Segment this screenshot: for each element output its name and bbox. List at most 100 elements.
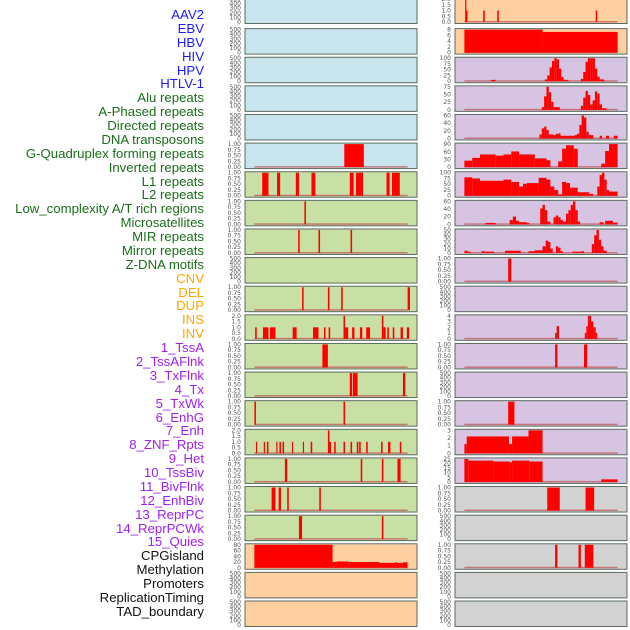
data-bar <box>254 401 256 425</box>
y-tick-label: 300 <box>230 36 242 43</box>
data-bar <box>555 544 558 568</box>
y-tick-label: 75 <box>443 175 451 182</box>
y-tick-label: 0.75 <box>438 548 452 555</box>
y-tick-label: 1.00 <box>228 341 242 348</box>
data-bar <box>381 315 384 339</box>
y-tick-label: 1.0 <box>231 439 241 446</box>
track-label: CPGisland <box>140 548 204 564</box>
y-tick-label: 1.0 <box>231 324 241 331</box>
data-bar <box>336 561 349 568</box>
data-bar <box>586 326 588 339</box>
track-panel <box>454 486 628 513</box>
y-tick-label: 40 <box>443 232 451 239</box>
baseline <box>254 366 408 368</box>
data-bar <box>583 72 586 82</box>
data-bar <box>509 220 513 225</box>
data-bar <box>310 441 313 454</box>
track-label: G-Quadruplex forming repeats <box>25 145 204 161</box>
data-bar <box>322 344 328 368</box>
y-tick-label: 100 <box>440 303 452 310</box>
track-panel <box>244 113 418 141</box>
data-bar <box>528 430 543 454</box>
baseline <box>464 280 618 283</box>
y-tick-label: 0.25 <box>228 473 242 480</box>
data-bar <box>319 487 321 511</box>
track-label: HTLV-1 <box>160 76 204 92</box>
y-tick-label: 0.50 <box>228 382 242 389</box>
track-label: Mirror repeats <box>121 242 204 258</box>
y-tick-label: 1.00 <box>438 485 452 492</box>
data-bar <box>612 222 618 225</box>
data-bar <box>583 97 586 110</box>
y-tick-label: 0 <box>447 479 451 486</box>
data-bar <box>590 104 593 110</box>
baseline <box>464 566 618 569</box>
data-bar <box>271 487 276 511</box>
y-tick-label: 0.75 <box>228 490 242 497</box>
baseline <box>254 251 408 254</box>
track-panel <box>244 228 418 255</box>
data-bar <box>579 124 582 139</box>
data-bar <box>574 135 577 139</box>
data-bar <box>490 79 496 82</box>
data-bar <box>578 544 581 568</box>
y-tick-label: 200 <box>230 126 242 133</box>
y-tick-label: 100 <box>230 274 242 281</box>
data-bar <box>556 326 559 339</box>
data-bar <box>601 172 605 196</box>
data-bar <box>343 401 346 425</box>
y-tick-label: 500 <box>440 570 452 577</box>
track-label: DUP <box>176 298 204 314</box>
y-tick-label: 400 <box>230 604 242 611</box>
y-tick-label: 0.25 <box>228 187 242 194</box>
data-bar <box>584 333 587 339</box>
y-tick-label: 1 <box>447 330 451 337</box>
data-bar <box>318 229 321 253</box>
data-bar <box>599 79 605 82</box>
y-tick-label: 2.0 <box>231 427 241 434</box>
track-label: HPV <box>176 62 204 78</box>
data-bar <box>597 186 600 196</box>
track-label: CNV <box>176 270 204 286</box>
data-bar <box>344 144 364 168</box>
data-bar <box>508 258 512 282</box>
y-tick-label: 500 <box>230 112 242 119</box>
data-bar <box>566 213 569 225</box>
data-bar <box>399 441 402 454</box>
y-tick-label: 0 <box>447 164 451 171</box>
data-bar <box>555 133 559 139</box>
data-bar <box>519 186 524 196</box>
data-bar <box>352 373 358 397</box>
data-bar <box>512 460 530 482</box>
data-bar <box>508 444 513 454</box>
y-tick-label: 0.50 <box>438 353 452 360</box>
data-bar <box>599 175 602 196</box>
y-tick-label: 200 <box>230 613 242 620</box>
y-tick-label: 75 <box>443 84 451 91</box>
data-bar <box>343 315 346 339</box>
y-tick-label: 400 <box>230 60 242 67</box>
y-tick-label: 0.50 <box>438 553 452 560</box>
y-tick-label: 50 <box>443 227 451 234</box>
y-tick-label: 1.00 <box>228 141 242 148</box>
y-tick-label: 400 <box>440 604 452 611</box>
data-bar <box>594 68 598 82</box>
data-bar <box>304 201 306 225</box>
data-bar <box>544 96 547 110</box>
y-tick-label: 0.50 <box>228 153 242 160</box>
data-bar <box>577 192 590 196</box>
data-bar <box>254 544 333 568</box>
data-bar <box>503 179 512 196</box>
data-bar <box>603 250 607 253</box>
y-tick-label: 1.00 <box>228 399 242 406</box>
data-bar <box>568 210 571 225</box>
data-bar <box>554 58 557 82</box>
data-bar <box>327 287 330 311</box>
data-bar <box>591 244 595 253</box>
y-tick-label: 1.00 <box>438 542 452 549</box>
y-tick-label: 0.25 <box>228 244 242 251</box>
data-bar <box>528 251 535 253</box>
y-tick-label: 400 <box>230 88 242 95</box>
data-bar <box>472 157 481 168</box>
y-tick-label: 2 <box>447 44 451 51</box>
